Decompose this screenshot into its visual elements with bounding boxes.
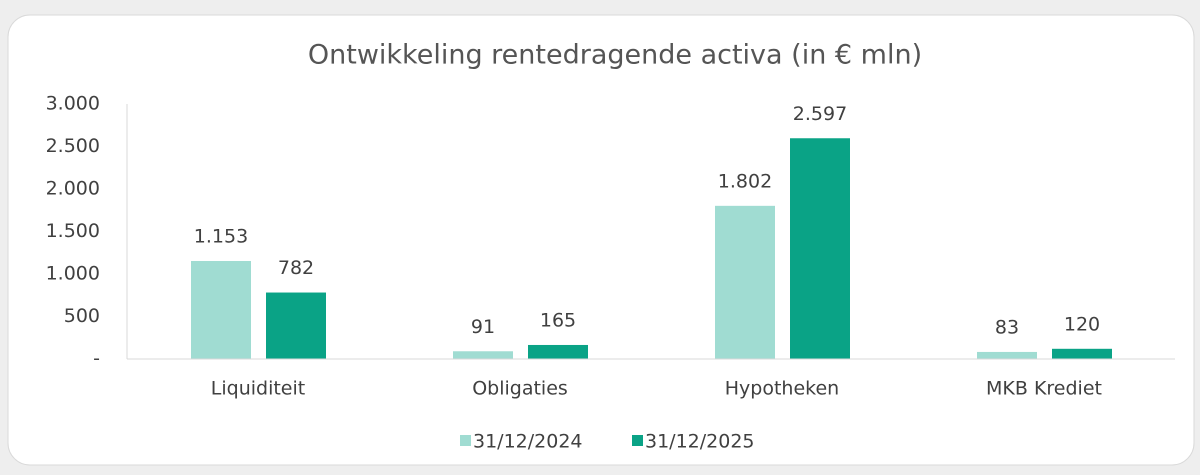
bar (453, 351, 513, 359)
value-label: 1.802 (718, 170, 772, 192)
value-label: 2.597 (793, 103, 847, 125)
y-tick-label: 2.500 (46, 135, 100, 157)
value-label: 165 (540, 309, 576, 331)
value-label: 1.153 (194, 225, 248, 247)
x-tick-label: Obligaties (472, 378, 568, 400)
legend-swatch (632, 435, 643, 446)
y-tick-label: - (93, 348, 100, 370)
legend-swatch (460, 435, 471, 446)
chart-title: Ontwikkeling rentedragende activa (in € … (308, 40, 922, 71)
x-tick-label: Liquiditeit (211, 378, 305, 400)
bar (191, 260, 251, 359)
bar (266, 292, 326, 359)
y-tick-label: 2.000 (46, 178, 100, 200)
value-label: 91 (471, 316, 495, 338)
legend-label: 31/12/2024 (473, 431, 583, 453)
y-tick-label: 1.500 (46, 220, 100, 242)
legend-label: 31/12/2025 (645, 431, 755, 453)
value-label: 120 (1064, 313, 1100, 335)
x-tick-label: MKB Krediet (986, 378, 1102, 400)
bar (715, 205, 775, 359)
x-tick-label: Hypotheken (725, 378, 839, 400)
bar (1052, 348, 1112, 359)
y-tick-label: 1.000 (46, 263, 100, 285)
bar (977, 351, 1037, 359)
bar (528, 344, 588, 359)
bar (790, 138, 850, 359)
y-tick-label: 3.000 (46, 93, 100, 115)
value-label: 782 (278, 257, 314, 279)
value-label: 83 (995, 316, 1019, 338)
y-tick-label: 500 (64, 305, 100, 327)
